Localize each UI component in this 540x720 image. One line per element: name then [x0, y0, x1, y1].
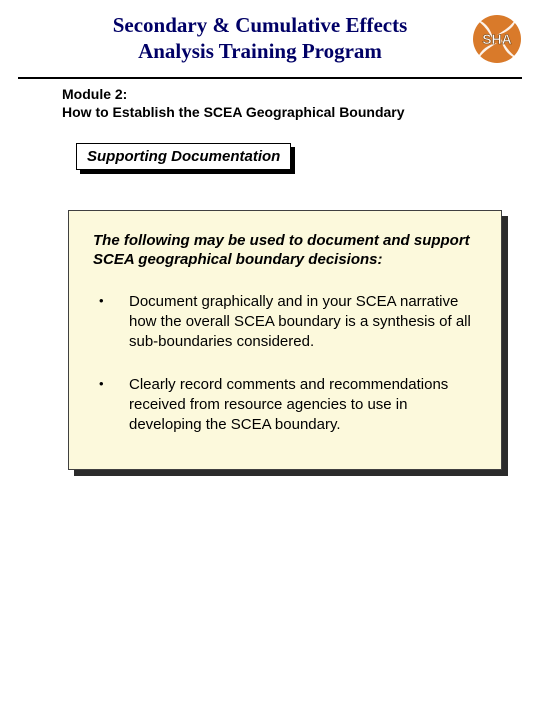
page-title: Secondary & Cumulative Effects Analysis … [20, 12, 520, 65]
list-item: • Document graphically and in your SCEA … [99, 292, 477, 353]
logo-text: SHA [482, 31, 512, 47]
bullet-text: Clearly record comments and recommendati… [129, 375, 477, 436]
sha-logo: SHA [472, 14, 522, 64]
panel-body: The following may be used to document an… [68, 210, 502, 471]
bullet-text: Document graphically and in your SCEA na… [129, 292, 477, 353]
panel: The following may be used to document an… [68, 210, 502, 471]
bullet-list: • Document graphically and in your SCEA … [93, 292, 477, 436]
bullet-icon: • [99, 292, 129, 353]
title-line-1: Secondary & Cumulative Effects [113, 13, 408, 37]
subtitle-box: Supporting Documentation [76, 143, 291, 170]
title-line-2: Analysis Training Program [138, 39, 382, 63]
module-line-1: Module 2: [62, 85, 512, 103]
module-heading: Module 2: How to Establish the SCEA Geog… [0, 79, 540, 125]
content-area: Supporting Documentation The following m… [68, 143, 502, 471]
header: Secondary & Cumulative Effects Analysis … [0, 0, 540, 71]
module-line-2: How to Establish the SCEA Geographical B… [62, 104, 405, 120]
panel-intro: The following may be used to document an… [93, 231, 477, 270]
subtitle-label: Supporting Documentation [76, 143, 291, 170]
list-item: • Clearly record comments and recommenda… [99, 375, 477, 436]
bullet-icon: • [99, 375, 129, 436]
